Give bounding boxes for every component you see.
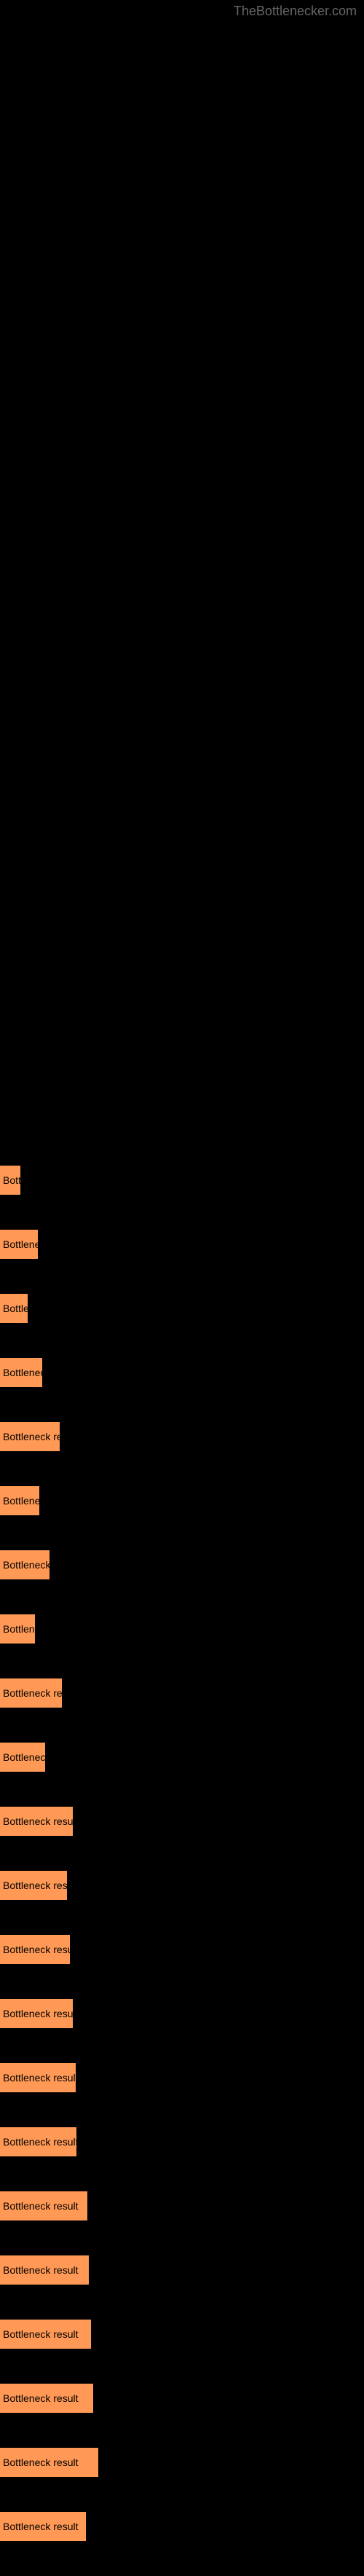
bar: Bottlenec <box>0 1230 38 1259</box>
bar-row: Bottleneck <box>0 1358 364 1387</box>
bar: Bottleneck result <box>0 1999 73 2028</box>
bar-label: Bottleneck o <box>3 1559 50 1571</box>
bar: Bottleneck result <box>0 2127 76 2156</box>
bar: Bottlene <box>0 1614 35 1644</box>
bar-row: Bottleneck result <box>0 2127 364 2156</box>
bar-label: Bottleneck <box>3 1751 45 1763</box>
bar-label: Bottleneck result <box>3 2072 76 2084</box>
bar-label: Bottleneck result <box>3 2264 79 2276</box>
bar-label: Bottlenec <box>3 1238 38 1250</box>
bar-row: Bottleneck result <box>0 1935 364 1964</box>
bar-label: Bottleneck result i <box>3 1815 73 1827</box>
bar-row: Bottle <box>0 1294 364 1323</box>
bar-row: Bottlenec <box>0 1230 364 1259</box>
bar: Bott <box>0 1166 20 1195</box>
bar-row: Bottleneck result <box>0 2448 364 2477</box>
bar: Bottleneck result <box>0 2063 76 2092</box>
bar: Bottleneck result <box>0 2191 87 2220</box>
bar-label: Bottleneck result <box>3 1880 67 1891</box>
bar-label: Bottleneck res <box>3 1687 62 1699</box>
bar-label: Bottleneck result <box>3 2136 76 2148</box>
bar: Bottleneck result <box>0 2255 89 2285</box>
bar-row: Bottleneck result <box>0 2255 364 2285</box>
bar: Bottleneck o <box>0 1550 50 1579</box>
bar-row: Bottleneck result <box>0 1871 364 1900</box>
bar-row: Bottlenec <box>0 1486 364 1515</box>
watermark-text: TheBottlenecker.com <box>234 4 357 19</box>
bar-label: Bottleneck result <box>3 2521 79 2532</box>
bar-row: Bottlene <box>0 1614 364 1644</box>
bar-label: Bottle <box>3 1303 28 1314</box>
bar-row: Bott <box>0 1166 364 1195</box>
bar-row: Bottleneck result i <box>0 1807 364 1836</box>
bar-row: Bottleneck result <box>0 2063 364 2092</box>
bar: Bottleneck result <box>0 1871 67 1900</box>
bar: Bottleneck res <box>0 1678 62 1708</box>
bar-label: Bottleneck result <box>3 1944 70 1955</box>
bar: Bottle <box>0 1294 28 1323</box>
bar-label: Bottleneck result <box>3 2200 79 2212</box>
bar-label: Bott <box>3 1174 20 1186</box>
bar-label: Bottleneck result <box>3 2457 79 2468</box>
bar-label: Bottlene <box>3 1623 35 1635</box>
bar: Bottleneck result i <box>0 1807 73 1836</box>
bar: Bottleneck <box>0 1743 45 1772</box>
bar-row: Bottleneck result <box>0 2191 364 2220</box>
bar-label: Bottlenec <box>3 1495 39 1507</box>
bar-row: Bottleneck result <box>0 2384 364 2413</box>
bar-row: Bottleneck o <box>0 1550 364 1579</box>
bar-label: Bottleneck result <box>3 2328 79 2340</box>
bar: Bottleneck result <box>0 2320 91 2349</box>
bar: Bottleneck re <box>0 1422 60 1451</box>
bar-row: Bottleneck <box>0 1743 364 1772</box>
bar: Bottleneck result <box>0 2448 98 2477</box>
bar: Bottleneck result <box>0 2512 86 2541</box>
bar-row: Bottleneck result <box>0 2512 364 2541</box>
bar-row: Bottleneck res <box>0 1678 364 1708</box>
bar: Bottlenec <box>0 1486 39 1515</box>
bar-row: Bottleneck result <box>0 1999 364 2028</box>
bar-label: Bottleneck result <box>3 2392 79 2404</box>
bar-label: Bottleneck re <box>3 1431 60 1442</box>
bar-label: Bottleneck result <box>3 2008 73 2019</box>
bar: Bottleneck <box>0 1358 42 1387</box>
bar-row: Bottleneck re <box>0 1422 364 1451</box>
bar-chart: Bott Bottlenec Bottle Bottleneck Bottlen… <box>0 0 364 2541</box>
bar: Bottleneck result <box>0 1935 70 1964</box>
bar: Bottleneck result <box>0 2384 93 2413</box>
bar-label: Bottleneck <box>3 1367 42 1378</box>
bar-row: Bottleneck result <box>0 2320 364 2349</box>
